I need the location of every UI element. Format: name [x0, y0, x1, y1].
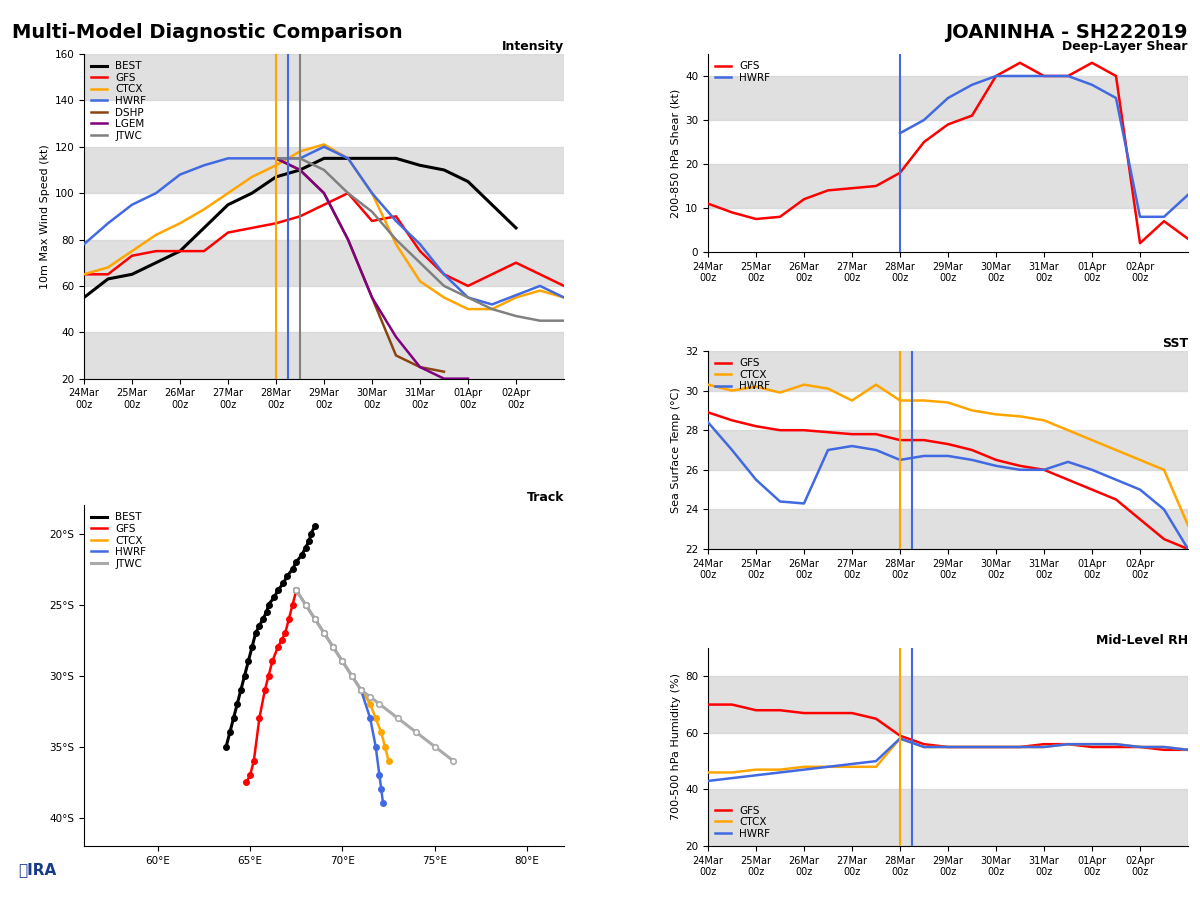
Legend: GFS, HWRF: GFS, HWRF [713, 59, 773, 85]
Legend: GFS, CTCX, HWRF: GFS, CTCX, HWRF [713, 356, 773, 393]
Bar [708, 676, 1188, 733]
Text: SST: SST [1162, 337, 1188, 350]
Text: Intensity: Intensity [502, 40, 564, 53]
Text: JOANINHA - SH222019: JOANINHA - SH222019 [946, 22, 1188, 41]
Legend: GFS, CTCX, HWRF: GFS, CTCX, HWRF [713, 804, 773, 841]
Text: ⒸIRA: ⒸIRA [18, 862, 56, 878]
Legend: BEST, GFS, CTCX, HWRF, DSHP, LGEM, JTWC: BEST, GFS, CTCX, HWRF, DSHP, LGEM, JTWC [89, 59, 149, 143]
Y-axis label: 200-850 hPa Shear (kt): 200-850 hPa Shear (kt) [671, 88, 680, 218]
Bar [708, 430, 1188, 470]
Text: Multi-Model Diagnostic Comparison: Multi-Model Diagnostic Comparison [12, 22, 403, 41]
Text: Mid-Level RH: Mid-Level RH [1096, 634, 1188, 647]
Text: Deep-Layer Shear: Deep-Layer Shear [1062, 40, 1188, 53]
Legend: BEST, GFS, CTCX, HWRF, JTWC: BEST, GFS, CTCX, HWRF, JTWC [89, 510, 149, 571]
Bar [708, 164, 1188, 208]
Bar [84, 147, 564, 194]
Bar [708, 789, 1188, 846]
Bar [84, 54, 564, 101]
Text: Track: Track [527, 491, 564, 504]
Y-axis label: 700-500 hPa Humidity (%): 700-500 hPa Humidity (%) [671, 673, 680, 821]
Bar [708, 76, 1188, 120]
Bar [708, 351, 1188, 391]
Y-axis label: 10m Max Wind Speed (kt): 10m Max Wind Speed (kt) [41, 144, 50, 289]
Bar [708, 509, 1188, 549]
Bar [84, 239, 564, 286]
Bar [84, 332, 564, 379]
Y-axis label: Sea Surface Temp (°C): Sea Surface Temp (°C) [671, 387, 680, 513]
